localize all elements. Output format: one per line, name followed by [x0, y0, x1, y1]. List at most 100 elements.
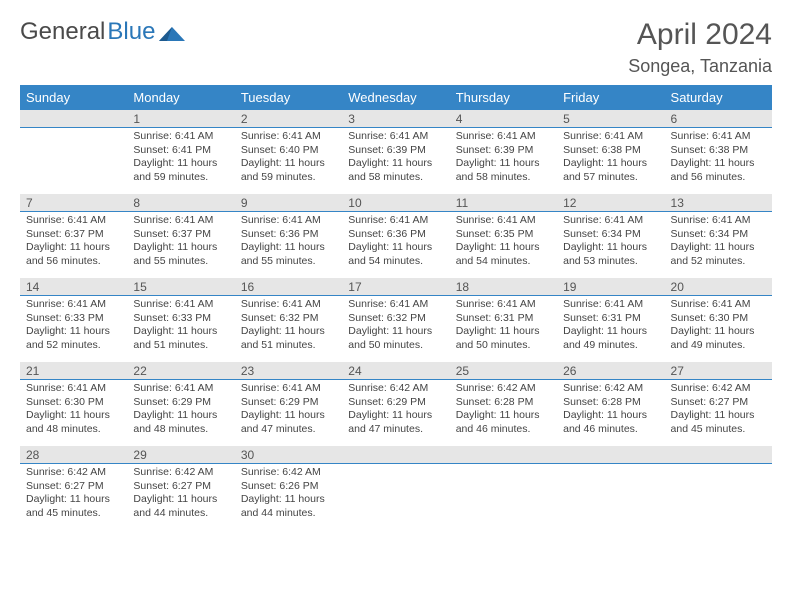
day-line: and 55 minutes. — [133, 255, 228, 269]
day-line: and 55 minutes. — [241, 255, 336, 269]
day-number: 6 — [665, 110, 772, 128]
calendar-week-row: 28Sunrise: 6:42 AMSunset: 6:27 PMDayligh… — [20, 446, 772, 530]
day-body: Sunrise: 6:41 AMSunset: 6:30 PMDaylight:… — [665, 296, 772, 357]
day-line: Sunrise: 6:41 AM — [26, 382, 121, 396]
day-number: 5 — [557, 110, 664, 128]
day-line: Daylight: 11 hours — [133, 157, 228, 171]
day-line: Sunrise: 6:41 AM — [241, 214, 336, 228]
day-line: and 44 minutes. — [241, 507, 336, 521]
day-line: Daylight: 11 hours — [241, 325, 336, 339]
day-number: 26 — [557, 362, 664, 380]
day-line: and 59 minutes. — [241, 171, 336, 185]
day-line: Daylight: 11 hours — [348, 409, 443, 423]
day-number: 21 — [20, 362, 127, 380]
calendar-day-cell: 29Sunrise: 6:42 AMSunset: 6:27 PMDayligh… — [127, 446, 234, 530]
calendar-day-cell: 2Sunrise: 6:41 AMSunset: 6:40 PMDaylight… — [235, 110, 342, 194]
day-body: Sunrise: 6:41 AMSunset: 6:40 PMDaylight:… — [235, 128, 342, 189]
day-number: 22 — [127, 362, 234, 380]
calendar-day-cell: 19Sunrise: 6:41 AMSunset: 6:31 PMDayligh… — [557, 278, 664, 362]
day-line: Sunset: 6:38 PM — [671, 144, 766, 158]
day-line: Sunset: 6:31 PM — [563, 312, 658, 326]
day-line: and 58 minutes. — [348, 171, 443, 185]
day-number — [20, 110, 127, 128]
day-number: 15 — [127, 278, 234, 296]
day-line: and 56 minutes. — [671, 171, 766, 185]
day-line: Sunset: 6:32 PM — [241, 312, 336, 326]
day-line: Sunrise: 6:41 AM — [348, 298, 443, 312]
logo-triangle-icon — [159, 23, 185, 41]
day-line: Sunrise: 6:42 AM — [671, 382, 766, 396]
day-line: Daylight: 11 hours — [26, 241, 121, 255]
day-number: 14 — [20, 278, 127, 296]
day-line: Sunrise: 6:41 AM — [456, 130, 551, 144]
calendar-day-cell: 8Sunrise: 6:41 AMSunset: 6:37 PMDaylight… — [127, 194, 234, 278]
calendar-day-cell: 22Sunrise: 6:41 AMSunset: 6:29 PMDayligh… — [127, 362, 234, 446]
day-line: Sunset: 6:33 PM — [26, 312, 121, 326]
calendar-day-cell: 1Sunrise: 6:41 AMSunset: 6:41 PMDaylight… — [127, 110, 234, 194]
day-line: Sunrise: 6:42 AM — [563, 382, 658, 396]
day-line: Sunset: 6:37 PM — [133, 228, 228, 242]
day-line: Sunset: 6:26 PM — [241, 480, 336, 494]
calendar-day-cell: 25Sunrise: 6:42 AMSunset: 6:28 PMDayligh… — [450, 362, 557, 446]
day-line: Sunset: 6:27 PM — [133, 480, 228, 494]
day-line: Sunrise: 6:41 AM — [348, 130, 443, 144]
day-body: Sunrise: 6:41 AMSunset: 6:33 PMDaylight:… — [20, 296, 127, 357]
day-line: and 52 minutes. — [671, 255, 766, 269]
day-number — [665, 446, 772, 464]
logo-text-1: General — [20, 18, 105, 46]
day-body: Sunrise: 6:41 AMSunset: 6:34 PMDaylight:… — [665, 212, 772, 273]
logo-text-2: Blue — [107, 18, 155, 46]
day-line: Daylight: 11 hours — [671, 409, 766, 423]
calendar-day-cell — [342, 446, 449, 530]
day-body — [342, 464, 449, 470]
day-number: 28 — [20, 446, 127, 464]
day-line: and 50 minutes. — [456, 339, 551, 353]
location-label: Songea, Tanzania — [628, 56, 772, 77]
weekday-header-row: Sunday Monday Tuesday Wednesday Thursday… — [20, 85, 772, 110]
day-line: Daylight: 11 hours — [241, 241, 336, 255]
day-line: Sunset: 6:32 PM — [348, 312, 443, 326]
calendar-day-cell: 20Sunrise: 6:41 AMSunset: 6:30 PMDayligh… — [665, 278, 772, 362]
day-line: Daylight: 11 hours — [563, 241, 658, 255]
day-body: Sunrise: 6:42 AMSunset: 6:27 PMDaylight:… — [127, 464, 234, 525]
day-line: and 49 minutes. — [563, 339, 658, 353]
day-line: and 48 minutes. — [133, 423, 228, 437]
day-body: Sunrise: 6:41 AMSunset: 6:37 PMDaylight:… — [127, 212, 234, 273]
day-line: Daylight: 11 hours — [456, 157, 551, 171]
day-line: and 44 minutes. — [133, 507, 228, 521]
day-line: Daylight: 11 hours — [563, 409, 658, 423]
day-number: 16 — [235, 278, 342, 296]
day-body: Sunrise: 6:41 AMSunset: 6:29 PMDaylight:… — [127, 380, 234, 441]
day-body: Sunrise: 6:41 AMSunset: 6:34 PMDaylight:… — [557, 212, 664, 273]
calendar-day-cell: 4Sunrise: 6:41 AMSunset: 6:39 PMDaylight… — [450, 110, 557, 194]
day-line: and 58 minutes. — [456, 171, 551, 185]
day-line: Sunrise: 6:42 AM — [241, 466, 336, 480]
day-line: Sunset: 6:30 PM — [26, 396, 121, 410]
calendar-day-cell: 16Sunrise: 6:41 AMSunset: 6:32 PMDayligh… — [235, 278, 342, 362]
day-line: Sunset: 6:28 PM — [456, 396, 551, 410]
day-line: Sunrise: 6:41 AM — [671, 130, 766, 144]
calendar-day-cell — [20, 110, 127, 194]
day-number — [342, 446, 449, 464]
weekday-header: Thursday — [450, 85, 557, 110]
day-number: 25 — [450, 362, 557, 380]
day-line: Daylight: 11 hours — [26, 325, 121, 339]
day-body — [450, 464, 557, 470]
day-line: Sunrise: 6:42 AM — [133, 466, 228, 480]
day-line: Sunrise: 6:41 AM — [456, 214, 551, 228]
day-line: Sunrise: 6:41 AM — [133, 214, 228, 228]
day-line: Sunrise: 6:41 AM — [348, 214, 443, 228]
day-number: 9 — [235, 194, 342, 212]
day-line: Sunset: 6:30 PM — [671, 312, 766, 326]
calendar-day-cell: 13Sunrise: 6:41 AMSunset: 6:34 PMDayligh… — [665, 194, 772, 278]
day-line: Daylight: 11 hours — [671, 241, 766, 255]
calendar-day-cell: 24Sunrise: 6:42 AMSunset: 6:29 PMDayligh… — [342, 362, 449, 446]
day-body — [665, 464, 772, 470]
calendar-day-cell — [665, 446, 772, 530]
day-body: Sunrise: 6:41 AMSunset: 6:31 PMDaylight:… — [557, 296, 664, 357]
day-line: Daylight: 11 hours — [133, 493, 228, 507]
day-line: Sunrise: 6:41 AM — [26, 298, 121, 312]
day-body: Sunrise: 6:42 AMSunset: 6:29 PMDaylight:… — [342, 380, 449, 441]
day-line: Daylight: 11 hours — [456, 241, 551, 255]
day-line: Sunrise: 6:41 AM — [671, 214, 766, 228]
